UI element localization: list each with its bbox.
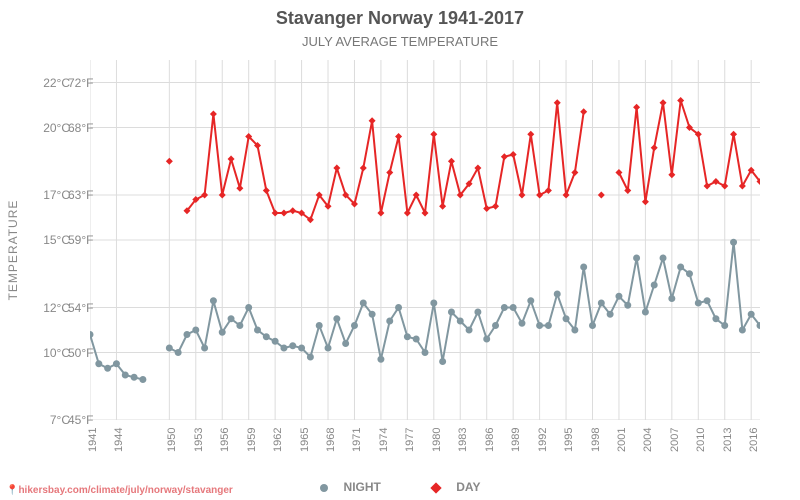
climate-chart: Stavanger Norway 1941-2017 JULY AVERAGE …: [0, 0, 800, 500]
xtick-year: 1944: [113, 428, 125, 452]
xtick-year: 1989: [510, 428, 522, 452]
xtick-year: 1983: [457, 428, 469, 452]
ytick-celsius: 15°C: [40, 233, 70, 247]
ytick-fahrenheit: 50°F: [68, 346, 90, 360]
night-series: [90, 239, 760, 382]
xtick-year: 1980: [431, 428, 443, 452]
ytick-celsius: 20°C: [40, 121, 70, 135]
xtick-year: 1956: [219, 428, 231, 452]
ytick-celsius: 22°C: [40, 76, 70, 90]
ytick-fahrenheit: 63°F: [68, 188, 90, 202]
xtick-year: 1953: [193, 428, 205, 452]
xtick-year: 1971: [351, 428, 363, 452]
ytick-celsius: 10°C: [40, 346, 70, 360]
day-series: [166, 97, 760, 223]
xtick-year: 2001: [616, 428, 628, 452]
xtick-year: 1962: [272, 428, 284, 452]
xtick-year: 1950: [166, 428, 178, 452]
ytick-fahrenheit: 45°F: [68, 413, 90, 427]
ytick-fahrenheit: 54°F: [68, 301, 90, 315]
y-axis-label: TEMPERATURE: [6, 200, 20, 301]
chart-subtitle: JULY AVERAGE TEMPERATURE: [0, 34, 800, 49]
xtick-year: 2016: [748, 428, 760, 452]
diamond-icon: [431, 482, 442, 493]
ytick-celsius: 7°C: [40, 413, 70, 427]
pin-icon: 📍: [6, 485, 18, 496]
xtick-year: 1992: [537, 428, 549, 452]
ytick-fahrenheit: 68°F: [68, 121, 90, 135]
xtick-year: 1986: [484, 428, 496, 452]
ytick-fahrenheit: 59°F: [68, 233, 90, 247]
legend-night: NIGHT: [308, 480, 393, 494]
ytick-celsius: 17°C: [40, 188, 70, 202]
xtick-year: 1998: [590, 428, 602, 452]
chart-title: Stavanger Norway 1941-2017: [0, 8, 800, 29]
xtick-year: 2010: [695, 428, 707, 452]
xtick-year: 2013: [722, 428, 734, 452]
xtick-year: 1974: [378, 428, 390, 452]
xtick-year: 1995: [563, 428, 575, 452]
xtick-year: 1959: [246, 428, 258, 452]
ytick-fahrenheit: 72°F: [68, 76, 90, 90]
plot-area: [90, 60, 760, 420]
ytick-celsius: 12°C: [40, 301, 70, 315]
xtick-year: 1977: [404, 428, 416, 452]
circle-icon: [320, 484, 328, 492]
xtick-year: 1941: [87, 428, 99, 452]
legend-day: DAY: [420, 480, 492, 494]
xtick-year: 1968: [325, 428, 337, 452]
source-url: 📍hikersbay.com/climate/july/norway/stava…: [6, 485, 233, 496]
xtick-year: 1965: [299, 428, 311, 452]
gridlines: [90, 60, 760, 420]
xtick-year: 2004: [642, 428, 654, 452]
xtick-year: 2007: [669, 428, 681, 452]
